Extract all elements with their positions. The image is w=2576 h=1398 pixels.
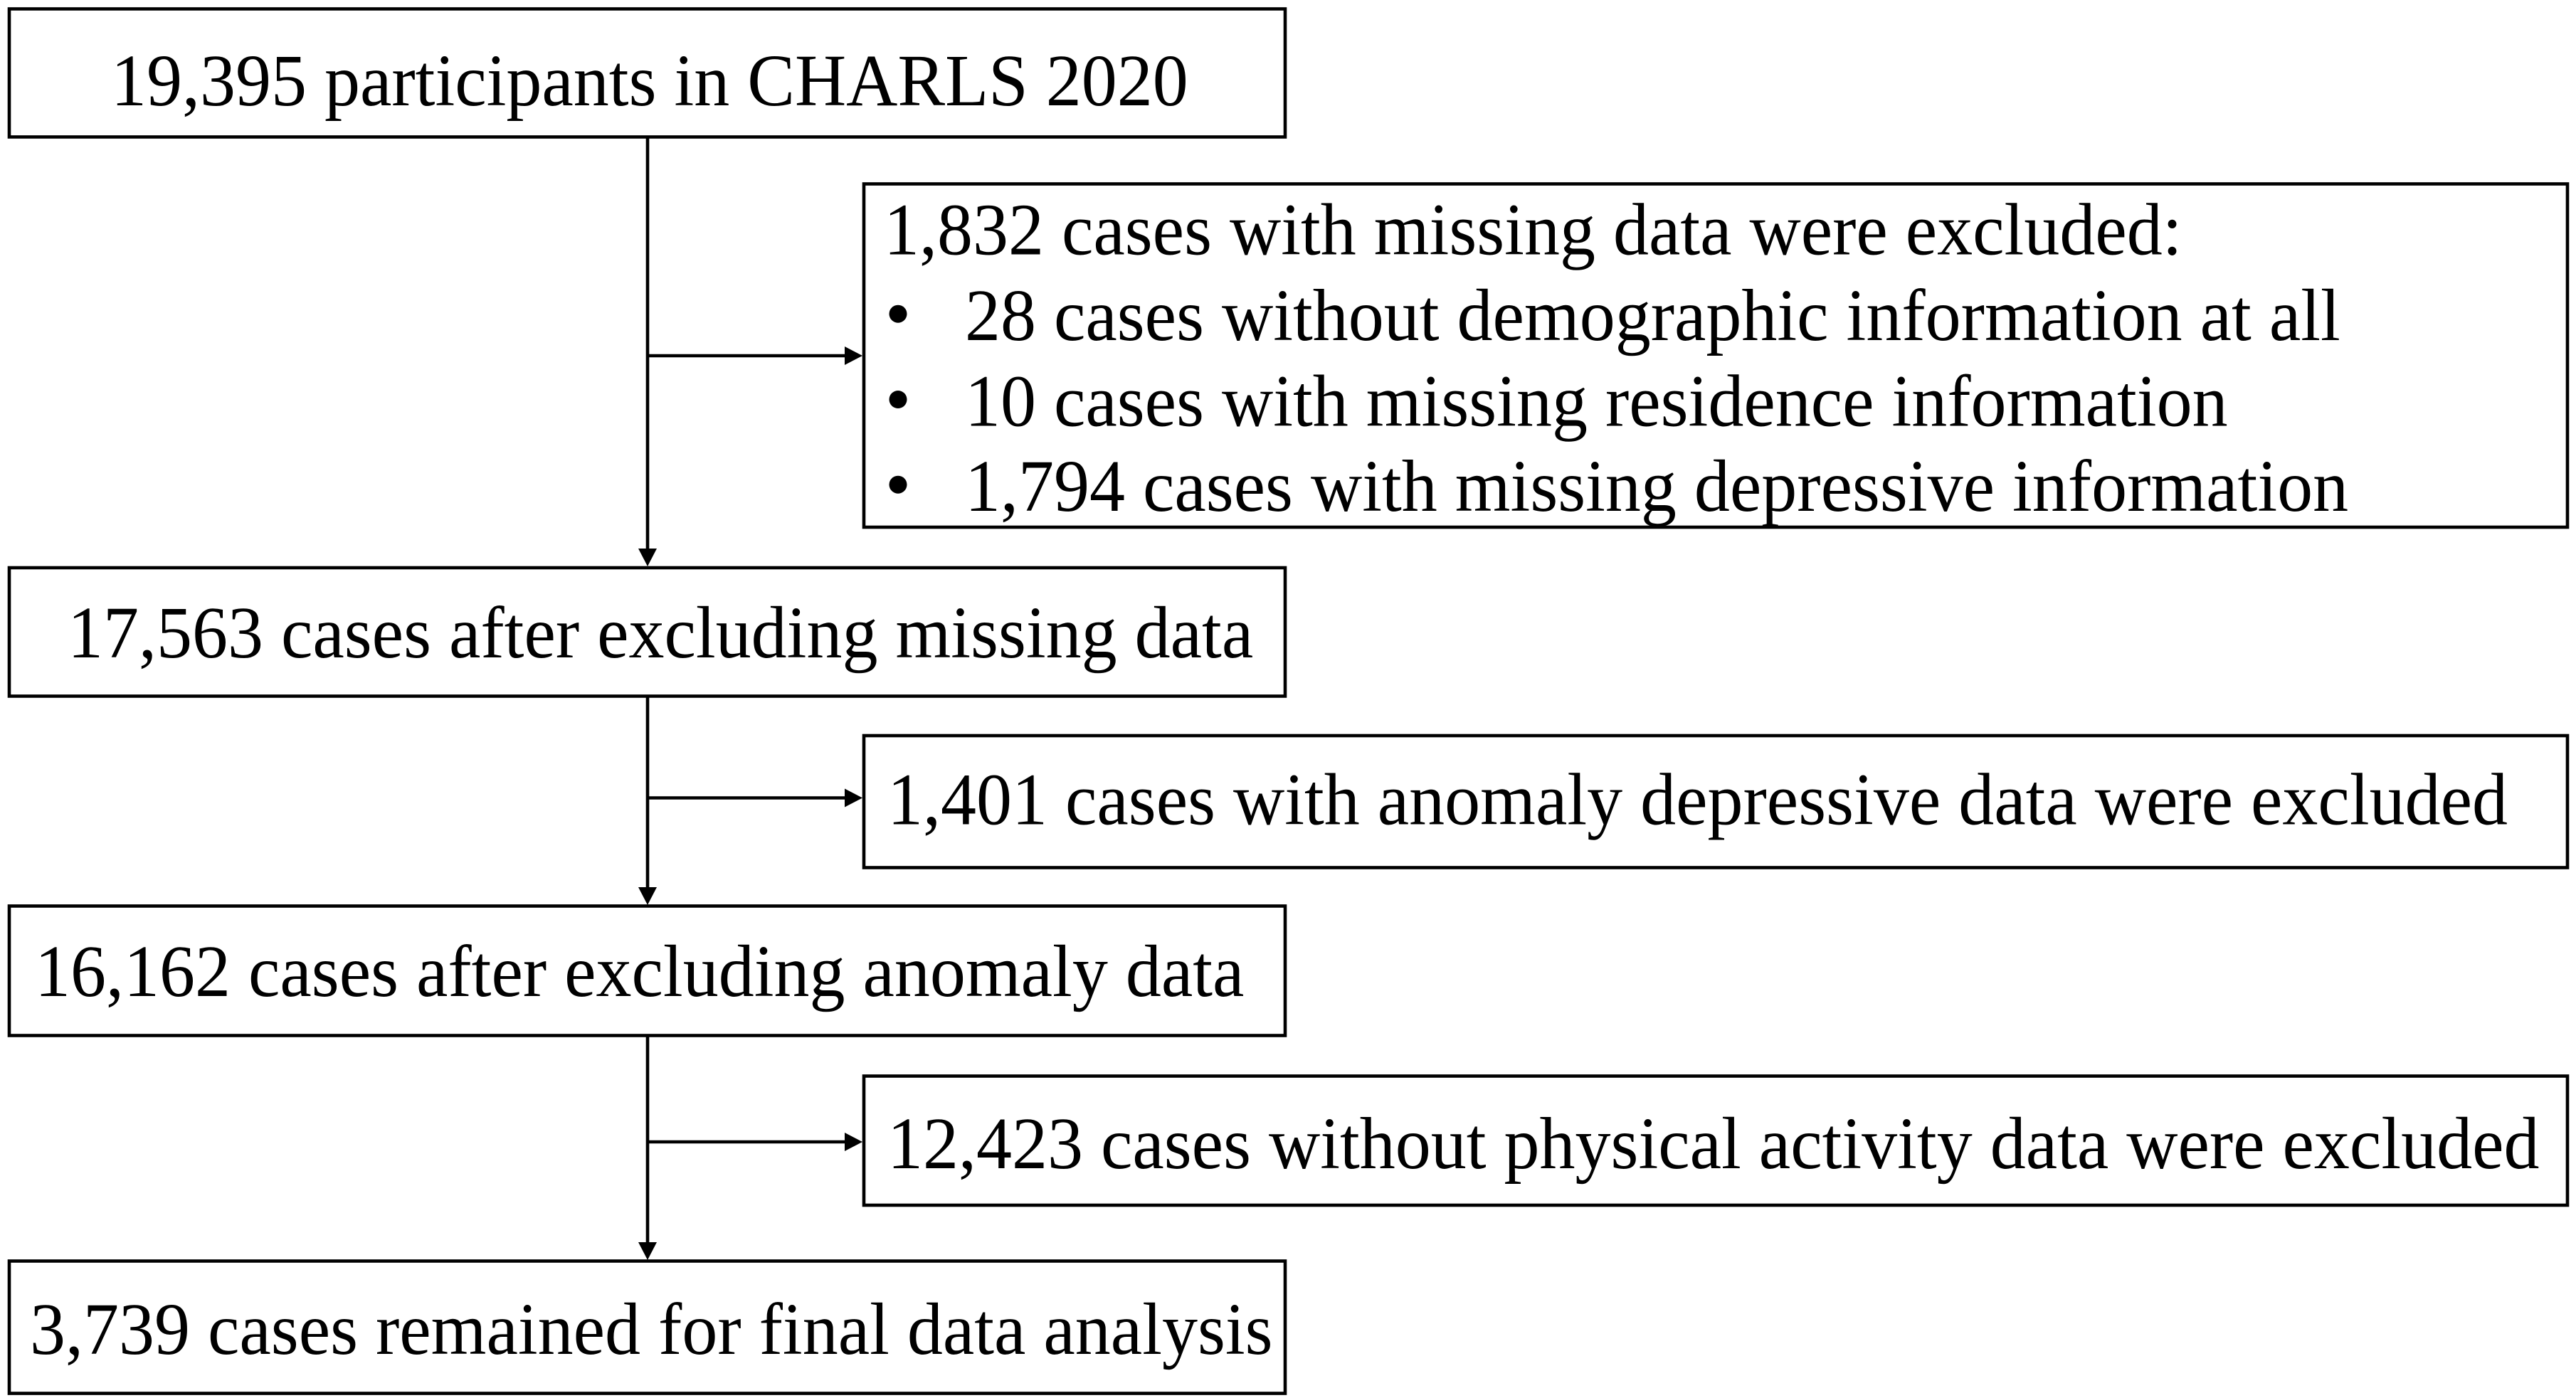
svg-text:17,563 cases after excluding m: 17,563 cases after excluding missing dat… bbox=[68, 593, 1253, 674]
svg-text:1,832 cases with missing data: 1,832 cases with missing data were exclu… bbox=[884, 190, 2182, 271]
svg-text:16,162 cases after excluding a: 16,162 cases after excluding anomaly dat… bbox=[35, 931, 1244, 1012]
svg-text:1,401 cases with anomaly depre: 1,401 cases with anomaly depressive data… bbox=[887, 760, 2508, 841]
svg-text:10 cases with missing residenc: 10 cases with missing residence informat… bbox=[965, 361, 2228, 443]
svg-text:19,395 participants in CHARLS: 19,395 participants in CHARLS 2020 bbox=[111, 41, 1188, 122]
svg-text:3,739 cases remained for final: 3,739 cases remained for final data anal… bbox=[30, 1289, 1273, 1370]
svg-text:12,423 cases without physical: 12,423 cases without physical activity d… bbox=[887, 1103, 2540, 1185]
svg-text:28 cases without demographic i: 28 cases without demographic information… bbox=[965, 275, 2340, 356]
svg-text:1,794 cases with missing depre: 1,794 cases with missing depressive info… bbox=[965, 446, 2348, 527]
